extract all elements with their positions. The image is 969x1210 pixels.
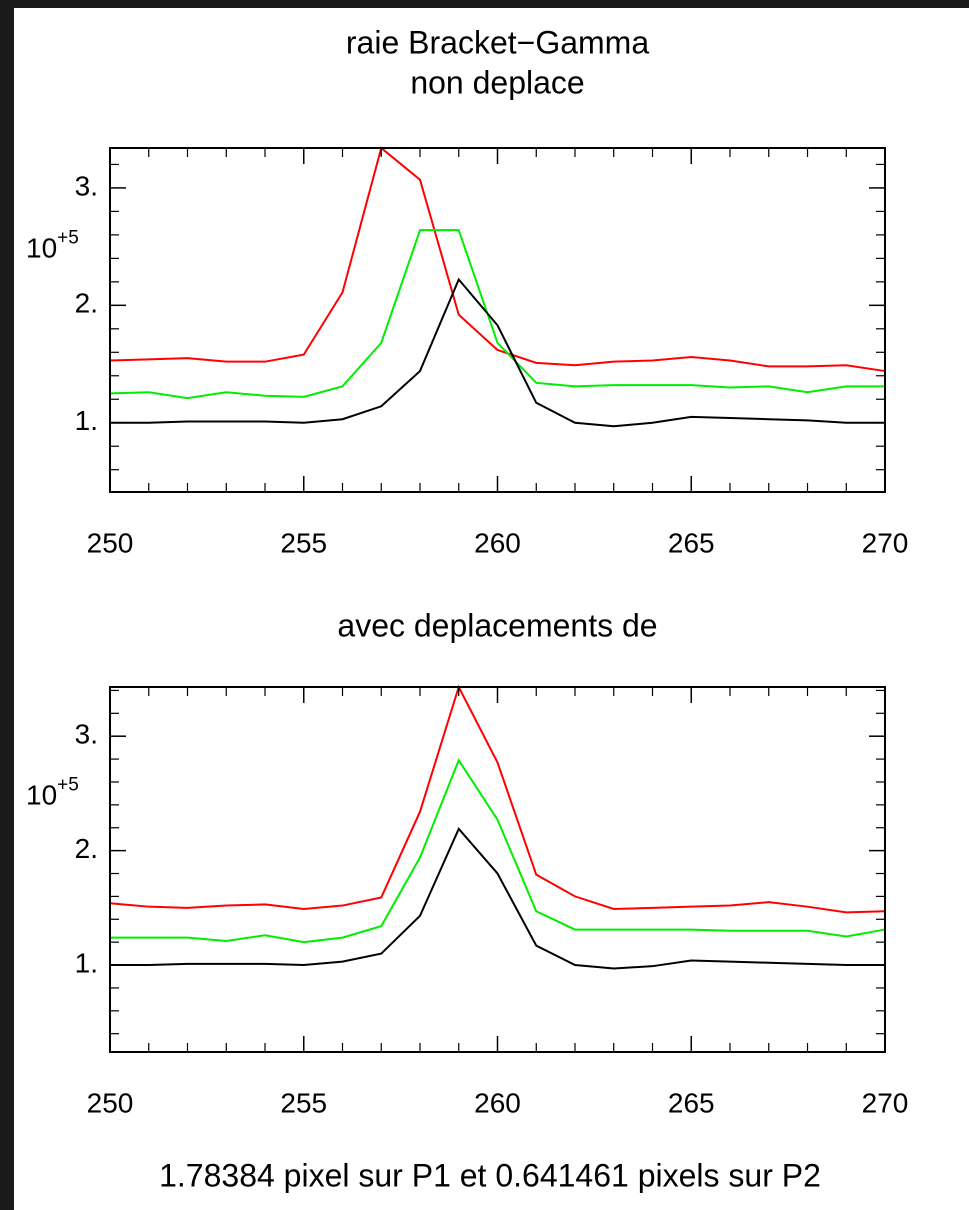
y-multiplier-exponent: +5 — [57, 774, 79, 795]
y-multiplier-exponent: +5 — [57, 228, 79, 249]
y-tick-label: 1. — [75, 405, 98, 436]
x-tick-label: 265 — [668, 527, 715, 558]
y-tick-label: 2. — [75, 288, 98, 319]
chart-title: avec deplacements de — [337, 607, 657, 643]
data-line — [110, 827, 885, 970]
y-tick-label: 2. — [75, 833, 98, 864]
x-tick-label: 255 — [280, 1087, 327, 1118]
x-tick-label: 250 — [87, 1087, 134, 1118]
y-multiplier-base: 10 — [26, 780, 57, 811]
data-line — [110, 758, 886, 944]
y-multiplier: 10+5 — [26, 228, 79, 264]
y-multiplier-base: 10 — [26, 233, 57, 264]
x-tick-label: 270 — [862, 527, 909, 558]
y-tick-label: 3. — [75, 170, 98, 201]
data-line — [109, 146, 886, 373]
y-tick-label: 1. — [75, 947, 98, 978]
x-tick-label: 260 — [474, 1087, 521, 1118]
chart-title: raie Bracket−Gamma — [346, 24, 649, 60]
x-tick-label: 270 — [862, 1087, 909, 1118]
chart-caption: 1.78384 pixel sur P1 et 0.641461 pixels … — [159, 1157, 821, 1193]
data-line — [110, 277, 885, 428]
x-tick-label: 265 — [668, 1087, 715, 1118]
data-line — [109, 229, 885, 400]
x-tick-label: 260 — [474, 527, 521, 558]
y-multiplier: 10+5 — [26, 774, 79, 810]
y-tick-label: 3. — [75, 719, 98, 750]
data-line — [109, 684, 886, 914]
x-tick-label: 250 — [87, 527, 134, 558]
x-tick-label: 255 — [280, 527, 327, 558]
plot-window — [14, 8, 969, 1210]
chart-title: non deplace — [410, 64, 584, 100]
